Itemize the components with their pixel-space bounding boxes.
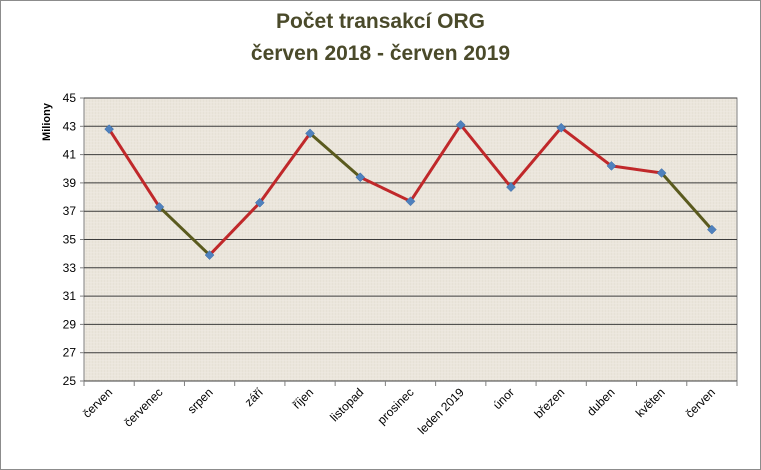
x-tick-label: únor — [490, 385, 517, 412]
series-line-segment — [609, 164, 664, 175]
y-tick-label: 25 — [63, 374, 77, 388]
series-line-segment — [509, 126, 563, 189]
data-point — [204, 250, 215, 260]
y-tick-label: 35 — [63, 233, 77, 247]
y-tick-label: 33 — [63, 261, 77, 275]
x-tick-label: prosinec — [375, 385, 417, 427]
data-point — [656, 168, 667, 178]
series-line-segment — [308, 131, 362, 179]
x-tick-label: duben — [584, 385, 617, 418]
chart-subtitle: červen 2018 - červen 2019 — [250, 42, 511, 65]
data-point — [556, 122, 567, 133]
x-tick-label: červen — [80, 385, 115, 420]
data-point — [104, 124, 114, 134]
x-tick-label: květen — [633, 385, 668, 420]
data-point — [305, 128, 315, 139]
data-point — [707, 224, 717, 235]
data-point — [355, 172, 366, 183]
data-point — [506, 182, 516, 192]
series-line-segment — [358, 175, 412, 203]
y-tick-label: 45 — [63, 91, 77, 105]
data-point — [455, 120, 466, 130]
x-tick-label: březen — [531, 385, 567, 421]
series-line-segment — [107, 127, 161, 209]
data-point — [254, 197, 265, 208]
y-tick-label: 27 — [63, 346, 77, 360]
chart-title: Počet transakcí ORG — [276, 10, 485, 33]
y-tick-label: 37 — [63, 204, 77, 218]
data-point — [405, 196, 416, 207]
y-tick-label: 39 — [63, 176, 77, 190]
series-line-segment — [409, 123, 463, 203]
x-tick-label: červenec — [121, 385, 165, 429]
y-tick-label: 43 — [63, 119, 77, 133]
y-tick-label: 31 — [63, 289, 77, 303]
series-line-segment — [208, 201, 262, 257]
series-line-segment — [559, 126, 613, 168]
x-tick-label: leden 2019 — [415, 385, 467, 437]
y-tick-label: 41 — [63, 148, 77, 162]
data-point — [154, 202, 165, 212]
x-tick-label: listopad — [327, 385, 366, 424]
x-tick-label: červen — [683, 385, 718, 420]
x-tick-label: srpen — [185, 385, 216, 416]
y-tick-label: 29 — [63, 317, 77, 331]
series-line-segment — [157, 205, 212, 257]
y-axis-label: Miliony — [41, 102, 53, 141]
series-line-segment — [258, 131, 312, 205]
x-tick-label: září — [242, 385, 267, 410]
data-point — [606, 161, 617, 171]
x-tick-label: říjen — [290, 385, 316, 411]
series-line-segment — [459, 123, 513, 189]
series-line-segment — [660, 171, 714, 232]
